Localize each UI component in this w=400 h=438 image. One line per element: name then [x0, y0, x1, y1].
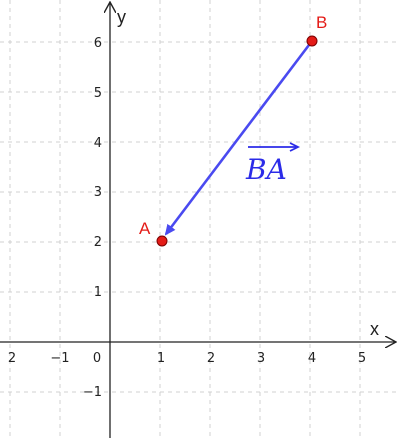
y-tick-label: 1 [94, 285, 102, 300]
point-a[interactable] [156, 235, 168, 247]
point-b[interactable] [306, 35, 318, 47]
y-tick-label: 3 [94, 185, 102, 200]
point-a-label: A [139, 219, 151, 238]
x-tick-labels: 2 −1 0 1 2 3 4 5 [8, 351, 366, 366]
y-tick-labels: 6 5 4 3 2 1 −1 [83, 36, 102, 400]
y-tick-label: 2 [94, 235, 102, 250]
x-tick-label: 5 [358, 351, 366, 366]
x-tick-label: −1 [50, 351, 69, 366]
y-tick-label: 5 [94, 86, 102, 101]
y-axis-label: y [117, 7, 126, 27]
x-tick-label: 2 [8, 351, 16, 366]
y-tick-label: 4 [94, 136, 102, 151]
x-tick-label: 2 [207, 351, 215, 366]
x-tick-label: 3 [257, 351, 265, 366]
x-tick-label: 1 [157, 351, 165, 366]
vector-ba [164, 40, 314, 236]
x-axis-label: x [370, 319, 379, 339]
point-b-label: B [316, 13, 327, 32]
x-tick-label: 4 [308, 351, 316, 366]
vector-label: BA [245, 153, 287, 186]
y-tick-label: 6 [94, 36, 102, 51]
y-tick-label: −1 [83, 385, 102, 400]
x-tick-label: 0 [93, 351, 101, 366]
vector-label-arrowhead [289, 142, 301, 152]
